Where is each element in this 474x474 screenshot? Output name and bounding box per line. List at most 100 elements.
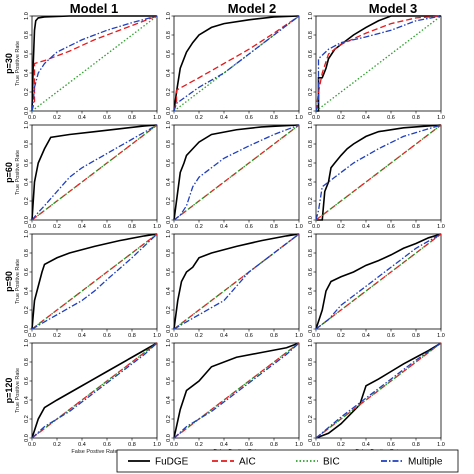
y-tick-label: 1.0 (166, 339, 172, 347)
y-tick-label: 0.4 (24, 287, 30, 295)
x-tick-label: 0.4 (362, 224, 370, 230)
x-tick-label: 0.8 (270, 115, 278, 121)
x-tick-label: 0.6 (245, 115, 253, 121)
y-tick-label: 0.4 (308, 69, 314, 77)
y-tick-label: 1.0 (166, 121, 172, 129)
x-tick-label: 0.4 (220, 115, 228, 121)
y-tick-label: 0.8 (24, 358, 30, 366)
row-label: p=30 (4, 53, 14, 74)
y-tick-label: 0.2 (308, 88, 314, 96)
y-tick-label: 0.8 (166, 249, 172, 257)
y-tick-label: 0.0 (24, 434, 30, 442)
y-tick-label: 0.6 (308, 377, 314, 385)
y-tick-label: 0.8 (166, 140, 172, 148)
series-line-multiple (315, 124, 442, 221)
x-tick-label: 0.4 (78, 442, 86, 448)
roc-panel: 0.00.20.40.60.81.00.00.20.40.60.81.0Fals… (166, 339, 303, 455)
series-line-multiple (173, 124, 300, 221)
x-tick-label: 0.6 (387, 115, 395, 121)
y-tick-label: 0.0 (308, 325, 314, 333)
x-tick-label: 0.2 (53, 224, 61, 230)
column-titles: Model 1 Model 2 Model 3 (70, 1, 417, 16)
y-tick-label: 1.0 (308, 339, 314, 347)
y-tick-label: 0.2 (24, 306, 30, 314)
x-tick-label: 0.2 (337, 333, 345, 339)
series-line-aic (315, 15, 442, 112)
x-tick-label: 0.4 (78, 333, 86, 339)
y-tick-label: 1.0 (308, 12, 314, 20)
x-tick-label: 0.8 (412, 442, 420, 448)
y-tick-label: 1.0 (24, 230, 30, 238)
y-tick-label: 0.0 (308, 107, 314, 115)
legend-label: FuDGE (155, 457, 189, 468)
x-tick-label: 0.2 (337, 224, 345, 230)
y-tick-label: 0.2 (308, 306, 314, 314)
y-tick-label: 0.2 (308, 197, 314, 205)
series-line-multiple (315, 233, 442, 330)
legend-label: BIC (323, 457, 340, 468)
x-tick-label: 0.2 (195, 442, 203, 448)
roc-panel: 0.0 0.2 0.4 0.6 0.8 1.0 0.0 0.2 0.4 0.6 0.8 1.0 (308, 121, 445, 230)
x-tick-label: 0.8 (128, 442, 136, 448)
x-tick-label: 0.4 (362, 333, 370, 339)
series-line-multiple (173, 15, 300, 112)
y-tick-label: 1.0 (308, 230, 314, 238)
y-tick-label: 0.0 (308, 216, 314, 224)
y-tick-label: 0.2 (166, 306, 172, 314)
y-tick-label: 0.6 (166, 268, 172, 276)
y-tick-label: 0.2 (308, 415, 314, 423)
y-tick-label: 0.6 (308, 50, 314, 58)
y-tick-label: 0.4 (24, 69, 30, 77)
y-tick-label: 0.0 (24, 325, 30, 333)
series-line-fudge (31, 15, 157, 112)
y-tick-label: 0.2 (166, 88, 172, 96)
x-tick-label: 0.0 (312, 224, 320, 230)
y-tick-label: 0.2 (24, 197, 30, 205)
series-line-fudge (173, 124, 300, 221)
row-label: p=60 (4, 162, 14, 183)
x-tick-label: 0.4 (220, 333, 228, 339)
y-tick-label: 0.0 (24, 216, 30, 224)
y-tick-label: 0.6 (308, 159, 314, 167)
series-line-multiple (31, 15, 158, 112)
x-tick-label: 0.8 (412, 115, 420, 121)
y-tick-label: 0.6 (166, 50, 172, 58)
y-tick-label: 0.8 (24, 249, 30, 257)
y-tick-label: 0.4 (308, 396, 314, 404)
panel-grid: 0.0 0.2 0.4 0.6 0.8 1.00.00.20.40.60.81.0p=30… (4, 12, 445, 455)
series-line-fudge (315, 342, 442, 439)
series-line-aic (173, 15, 300, 112)
series-line-fudge (316, 15, 441, 112)
series-line-multiple (31, 124, 158, 221)
x-tick-label: 1.0 (153, 333, 161, 339)
roc-panel: 0.0 0.2 0.4 0.6 0.8 1.0 0.0 0.2 0.4 0.6 0.8 1.0 (166, 12, 303, 121)
x-tick-label: 0.6 (245, 442, 253, 448)
x-tick-label: 0.6 (245, 333, 253, 339)
column-title: Model 3 (369, 1, 417, 16)
x-tick-label: 1.0 (153, 115, 161, 121)
series-line-fudge (173, 233, 300, 330)
y-tick-label: 0.0 (166, 434, 172, 442)
roc-panel: 0.00.20.40.60.81.00.00.20.40.60.81.0Fals… (308, 339, 445, 455)
x-tick-label: 0.6 (103, 333, 111, 339)
x-tick-label: 0.2 (53, 333, 61, 339)
x-tick-label: 0.8 (270, 333, 278, 339)
y-tick-label: 0.8 (166, 358, 172, 366)
x-tick-label: 0.4 (362, 442, 370, 448)
y-axis-title: True Positive Rate (15, 368, 21, 413)
legend-box (116, 449, 459, 473)
x-tick-label: 1.0 (437, 333, 445, 339)
y-tick-label: 0.4 (308, 178, 314, 186)
x-tick-label: 0.4 (362, 115, 370, 121)
y-tick-label: 0.4 (166, 69, 172, 77)
series-line-fudge (31, 233, 158, 330)
y-tick-label: 0.2 (24, 415, 30, 423)
roc-panel: 0.0 0.2 0.4 0.6 0.8 1.0 0.0 0.2 0.4 0.6 0.8 1.0 p=12… (4, 339, 161, 455)
series-line-multiple (31, 233, 158, 330)
x-tick-label: 0.2 (53, 115, 61, 121)
roc-panel: 0.0 0.2 0.4 0.6 0.8 1.0 0.0 0.2 0.4 0.6 0.8 1.0 p=90… (4, 230, 161, 339)
x-tick-label: 0.0 (28, 224, 36, 230)
column-title: Model 2 (228, 1, 276, 16)
y-tick-label: 0.0 (166, 325, 172, 333)
roc-panel: 0.0 0.2 0.4 0.6 0.8 1.0 0.0 0.2 0.4 0.6 0.8 1.0 (308, 230, 445, 339)
